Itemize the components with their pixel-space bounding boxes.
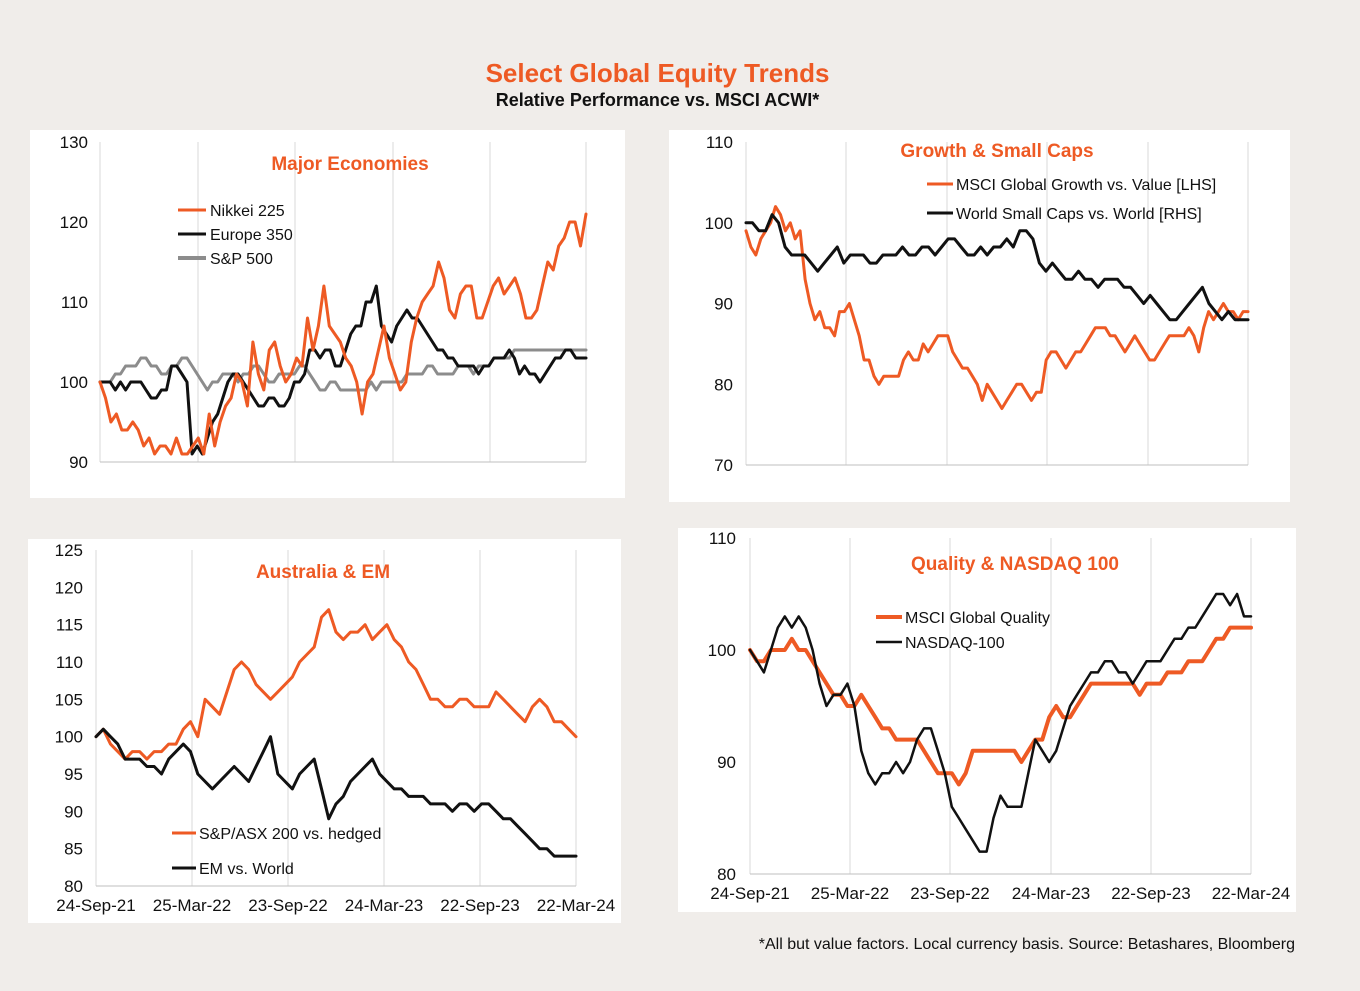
legend-label-quality: MSCI Global Quality [905, 610, 1050, 627]
source-footnote: *All but value factors. Local currency b… [758, 936, 1295, 953]
y-tick-label: 100 [708, 641, 736, 660]
chart-title: Australia & EM [256, 562, 390, 583]
x-tick-label: 22-Mar-24 [537, 896, 615, 915]
legend: MSCI Global Quality NASDAQ-100 [876, 610, 1050, 652]
y-tick-label: 90 [714, 295, 733, 314]
series-line-em-vs-world [94, 727, 578, 858]
y-tick-label: 90 [717, 753, 736, 772]
chart-title: Major Economies [271, 154, 428, 175]
x-tick-label: 24-Sep-21 [56, 896, 135, 915]
y-tick-label: 80 [64, 877, 83, 896]
y-tick-label: 80 [714, 375, 733, 394]
x-tick-label: 24-Mar-23 [345, 896, 423, 915]
page-subtitle: Relative Performance vs. MSCI ACWI* [495, 90, 820, 110]
chart-title: Growth & Small Caps [900, 141, 1093, 162]
x-tick-label: 23-Sep-22 [910, 884, 989, 903]
x-tick-label: 25-Mar-22 [811, 884, 889, 903]
y-tick-label: 90 [64, 802, 83, 821]
y-tick-label: 130 [60, 133, 88, 152]
series-line-s-p-asx-200-vs-hedged [94, 608, 578, 761]
y-tick-label: 110 [709, 529, 736, 548]
x-tick-label: 22-Sep-23 [1111, 884, 1190, 903]
x-tick-label: 22-Mar-24 [1212, 884, 1290, 903]
y-tick-label: 125 [55, 541, 83, 560]
y-tick-label: 95 [64, 765, 83, 784]
legend: MSCI Global Growth vs. Value [LHS] World… [927, 177, 1216, 223]
x-tick-label: 24-Mar-23 [1012, 884, 1090, 903]
legend: S&P/ASX 200 vs. hedged EM vs. World [172, 826, 381, 878]
legend-label-smallcaps: World Small Caps vs. World [RHS] [956, 206, 1202, 223]
x-tick-label: 25-Mar-22 [153, 896, 231, 915]
chart-svg-australia-em: 80 85 90 95 100 105 110 115 120 125 24-Sep-21 25-M… [55, 541, 616, 915]
page-title: Select Global Equity Trends [485, 58, 830, 88]
series-line-europe-350 [98, 284, 588, 456]
y-tick-label: 110 [61, 293, 88, 312]
legend-label-nasdaq: NASDAQ-100 [905, 635, 1005, 652]
series-line-world-small-caps-vs-world-rhs [744, 213, 1250, 322]
y-tick-label: 70 [714, 456, 733, 475]
legend-label-europe: Europe 350 [210, 227, 293, 244]
chart-svg-quality-nasdaq: 80 90 100 110 24-Sep-21 25-Mar-22 23-Sep-22 24… [708, 529, 1291, 903]
y-tick-label: 100 [55, 728, 83, 747]
y-tick-label: 115 [56, 616, 83, 635]
series-line-msci-global-growth-vs-value-lhs [744, 205, 1250, 410]
x-tick-label: 22-Sep-23 [440, 896, 519, 915]
y-tick-label: 120 [60, 213, 88, 232]
legend: Nikkei 225 Europe 350 S&P 500 [178, 203, 293, 268]
x-tick-label: 24-Sep-21 [710, 884, 789, 903]
chart-svg-major-economies: 90 100 110 120 130 Major Economies Nikkei 22… [60, 133, 588, 472]
legend-label-asx: S&P/ASX 200 vs. hedged [199, 826, 381, 843]
y-tick-label: 80 [717, 865, 736, 884]
y-tick-label: 85 [64, 840, 83, 859]
legend-label-em: EM vs. World [199, 861, 294, 878]
series-line-nikkei-225 [98, 212, 588, 456]
y-tick-label: 100 [60, 373, 88, 392]
x-tick-label: 23-Sep-22 [248, 896, 327, 915]
chart-panel-major-economies: 90 100 110 120 130 Major Economies Nikkei 22… [30, 130, 625, 498]
chart-panel-quality-nasdaq: 80 90 100 110 24-Sep-21 25-Mar-22 23-Sep-22 24… [678, 528, 1296, 912]
legend-label-sp500: S&P 500 [210, 251, 273, 268]
y-tick-label: 100 [705, 214, 733, 233]
y-tick-label: 120 [55, 578, 83, 597]
chart-svg-growth-small-caps: 70 80 90 100 110 Growth & Small Caps MSCI Gl… [705, 133, 1250, 475]
y-tick-label: 105 [55, 690, 83, 709]
chart-title: Quality & NASDAQ 100 [911, 554, 1119, 575]
legend-label-nikkei: Nikkei 225 [210, 203, 285, 220]
legend-label-growth: MSCI Global Growth vs. Value [LHS] [956, 177, 1216, 194]
y-tick-label: 110 [706, 133, 733, 152]
chart-panel-growth-small-caps: 70 80 90 100 110 Growth & Small Caps MSCI Gl… [669, 130, 1290, 502]
y-tick-label: 110 [56, 653, 83, 672]
chart-panel-australia-em: 80 85 90 95 100 105 110 115 120 125 24-Sep-21 25-M… [28, 539, 621, 923]
series-line-nasdaq-100 [748, 592, 1253, 853]
y-tick-label: 90 [69, 453, 88, 472]
